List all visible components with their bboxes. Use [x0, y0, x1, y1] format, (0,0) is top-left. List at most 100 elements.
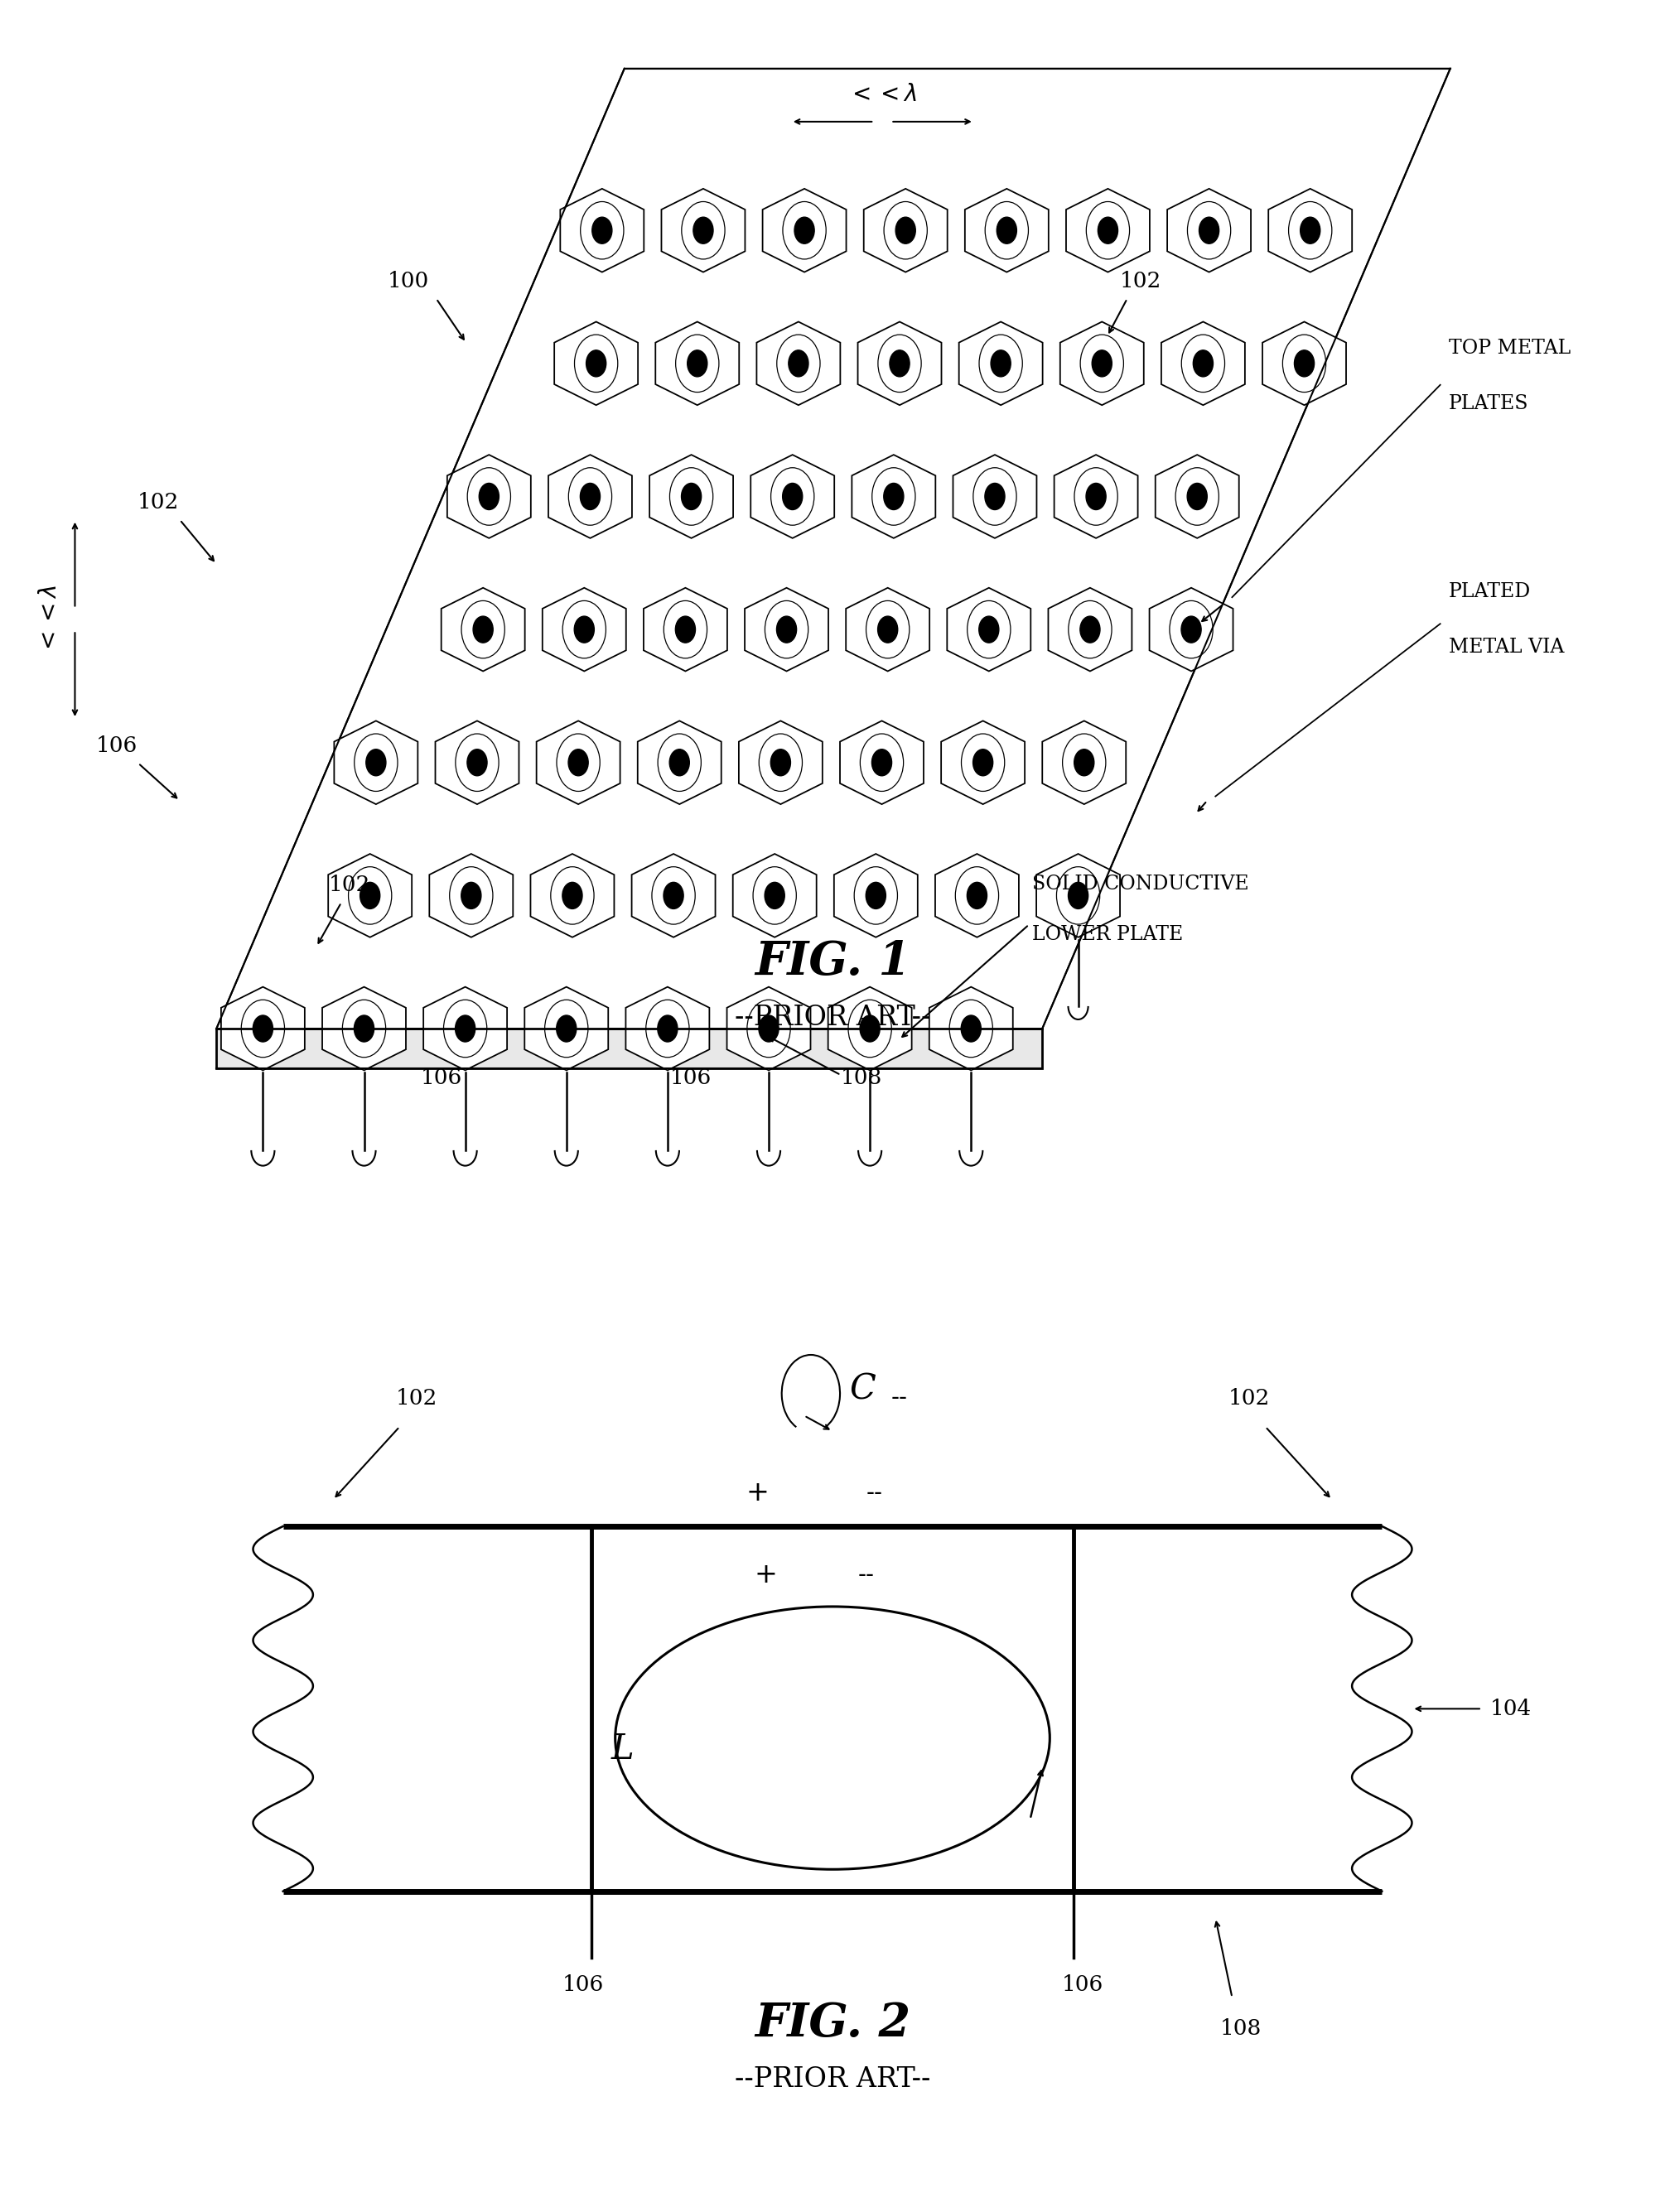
- Circle shape: [776, 617, 796, 644]
- Circle shape: [866, 883, 886, 909]
- Polygon shape: [328, 854, 411, 938]
- Circle shape: [676, 617, 696, 644]
- Circle shape: [1081, 617, 1101, 644]
- Polygon shape: [536, 721, 619, 805]
- Polygon shape: [763, 188, 846, 272]
- Text: 100: 100: [386, 272, 430, 292]
- Circle shape: [360, 883, 380, 909]
- Polygon shape: [936, 854, 1019, 938]
- Polygon shape: [448, 456, 531, 538]
- Polygon shape: [548, 456, 633, 538]
- Polygon shape: [1061, 321, 1144, 405]
- Text: PLATES: PLATES: [1449, 394, 1528, 414]
- Polygon shape: [649, 456, 733, 538]
- Polygon shape: [1149, 588, 1234, 670]
- Circle shape: [972, 750, 992, 776]
- Circle shape: [658, 1015, 678, 1042]
- Circle shape: [468, 750, 488, 776]
- Text: --: --: [857, 1564, 874, 1586]
- Circle shape: [366, 750, 386, 776]
- Polygon shape: [661, 188, 744, 272]
- Circle shape: [563, 883, 583, 909]
- Text: 106: 106: [1062, 1975, 1104, 1995]
- Circle shape: [872, 750, 892, 776]
- Polygon shape: [559, 188, 644, 272]
- Text: --: --: [891, 1387, 907, 1409]
- Text: C: C: [849, 1371, 876, 1407]
- Text: 108: 108: [1219, 2020, 1262, 2039]
- Circle shape: [979, 617, 999, 644]
- Polygon shape: [335, 721, 418, 805]
- Polygon shape: [846, 588, 929, 670]
- Circle shape: [1187, 482, 1207, 509]
- Polygon shape: [423, 987, 508, 1071]
- Text: FIG. 2: FIG. 2: [754, 2002, 911, 2046]
- Circle shape: [664, 883, 684, 909]
- Polygon shape: [739, 721, 823, 805]
- Circle shape: [877, 617, 897, 644]
- Circle shape: [355, 1015, 375, 1042]
- Circle shape: [859, 1015, 879, 1042]
- Polygon shape: [966, 188, 1049, 272]
- Polygon shape: [1054, 456, 1137, 538]
- Text: L: L: [611, 1732, 634, 1767]
- Circle shape: [461, 883, 481, 909]
- Text: TOP METAL: TOP METAL: [1449, 338, 1570, 358]
- Circle shape: [579, 482, 599, 509]
- Circle shape: [593, 217, 613, 243]
- Text: --PRIOR ART--: --PRIOR ART--: [734, 1004, 931, 1031]
- Circle shape: [986, 482, 1006, 509]
- Polygon shape: [216, 1029, 1042, 1068]
- Text: 102: 102: [328, 876, 371, 896]
- Polygon shape: [1269, 188, 1352, 272]
- Polygon shape: [543, 588, 626, 670]
- Polygon shape: [631, 854, 716, 938]
- Text: SOLID CONDUCTIVE: SOLID CONDUCTIVE: [1032, 874, 1249, 894]
- Text: 106: 106: [97, 737, 137, 757]
- Text: PLATED: PLATED: [1449, 582, 1530, 602]
- Circle shape: [896, 217, 916, 243]
- Text: METAL VIA: METAL VIA: [1449, 637, 1563, 657]
- Polygon shape: [857, 321, 941, 405]
- Circle shape: [1074, 750, 1094, 776]
- Text: 106: 106: [669, 1068, 713, 1088]
- Polygon shape: [656, 321, 739, 405]
- Text: LOWER PLATE: LOWER PLATE: [1032, 925, 1184, 945]
- Circle shape: [759, 1015, 779, 1042]
- Circle shape: [884, 482, 904, 509]
- Polygon shape: [929, 987, 1012, 1071]
- Polygon shape: [728, 987, 811, 1071]
- Polygon shape: [216, 69, 1450, 1029]
- Polygon shape: [430, 854, 513, 938]
- Circle shape: [997, 217, 1017, 243]
- Circle shape: [681, 482, 701, 509]
- Circle shape: [1092, 349, 1112, 376]
- Text: $<<\lambda$: $<<\lambda$: [40, 584, 62, 655]
- Polygon shape: [531, 854, 614, 938]
- Polygon shape: [751, 456, 834, 538]
- Circle shape: [1180, 617, 1200, 644]
- Circle shape: [789, 349, 809, 376]
- Polygon shape: [323, 987, 406, 1071]
- Circle shape: [991, 349, 1011, 376]
- Circle shape: [574, 617, 594, 644]
- Text: 102: 102: [395, 1389, 438, 1409]
- Text: 102: 102: [137, 493, 180, 513]
- Circle shape: [568, 750, 588, 776]
- Polygon shape: [756, 321, 841, 405]
- Circle shape: [783, 482, 803, 509]
- Text: 106: 106: [561, 1975, 603, 1995]
- Polygon shape: [626, 987, 709, 1071]
- Polygon shape: [864, 188, 947, 272]
- Polygon shape: [1161, 321, 1245, 405]
- Polygon shape: [744, 588, 829, 670]
- Circle shape: [1069, 883, 1089, 909]
- Polygon shape: [441, 588, 524, 670]
- Text: --: --: [866, 1482, 882, 1504]
- Polygon shape: [221, 987, 305, 1071]
- Polygon shape: [733, 854, 816, 938]
- Circle shape: [455, 1015, 475, 1042]
- Circle shape: [480, 482, 499, 509]
- Circle shape: [1194, 349, 1214, 376]
- Circle shape: [967, 883, 987, 909]
